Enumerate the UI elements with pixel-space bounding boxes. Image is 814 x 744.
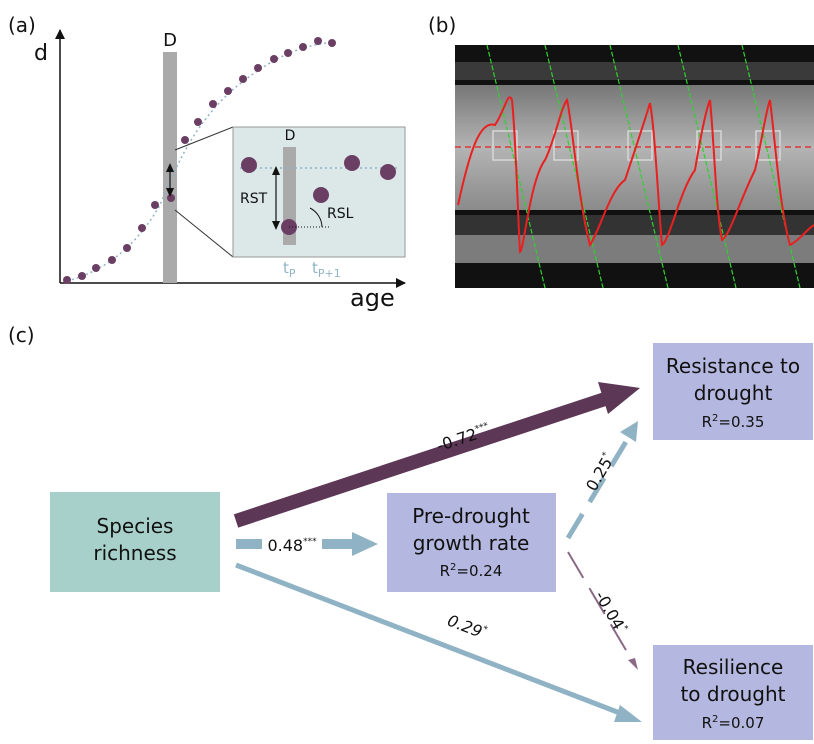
text-part: R [440,562,450,580]
arrowhead [352,532,378,556]
tp-label: tP [283,259,296,280]
coef-label: 0.25* [582,450,619,495]
node-label: to drought [680,682,785,706]
text-part: 0.29 [445,611,485,642]
text-part: =0.35 [718,413,764,431]
r2-label: R2=0.35 [702,413,765,431]
coef-label: 0.29* [445,611,490,643]
arrowhead [598,382,640,414]
panel-label: (a) [8,13,36,37]
text-part: =0.07 [718,714,764,732]
disturbance-label: D [163,30,177,51]
panel-label: (b) [428,13,456,37]
text-part: 0.25 [582,454,616,494]
node: Resistance to drought R2=0.35 [653,343,813,440]
wood-image [455,45,814,288]
text-part: 0.48 [267,536,303,555]
panel-label: (c) [8,323,35,347]
arrowhead [628,658,638,670]
node-label: drought [694,381,773,405]
tp1-label: tP+1 [312,259,341,280]
coef-label: 0.48*** [267,536,317,555]
node: Pre-drought growth rate R2=0.24 [387,493,556,592]
node-label: Species [97,514,174,538]
rsl-label: RSL [327,206,354,222]
text-part: R [702,714,712,732]
arrowhead [614,705,642,722]
node-label: Resilience [683,655,784,679]
y-axis-label: d [34,41,48,66]
node-label: Pre-drought [412,504,530,528]
text-part: P+1 [318,267,341,280]
coef-label: -0.04* [591,588,631,638]
node-label: richness [93,541,176,565]
text-part: *** [303,537,317,547]
arrowhead [620,421,638,442]
inset: D RST RSL [233,127,405,257]
rst-label: RST [240,191,268,207]
node: Species richness [50,492,220,592]
node: Resilience to drought R2=0.07 [653,645,813,740]
text-part: P [289,267,296,280]
panel-b: (b) [428,13,814,288]
x-axis-label: age [350,284,395,312]
panel-a: (a) d age D D RST RSL tP tP+1 [8,13,405,312]
panel-c: (c) -0.72*** 0.48*** 0.25* 0.29* -0.04* … [8,323,813,740]
inset-disturbance-label: D [285,128,296,144]
zoom-line [175,210,233,257]
text-part: =0.24 [456,562,502,580]
text-part: R [702,413,712,431]
node-label: growth rate [413,531,530,555]
r2-label: R2=0.07 [702,714,765,732]
r2-label: R2=0.24 [440,562,503,580]
node-label: Resistance to [666,354,800,378]
figure: (a) d age D D RST RSL tP tP+1 [0,0,814,740]
